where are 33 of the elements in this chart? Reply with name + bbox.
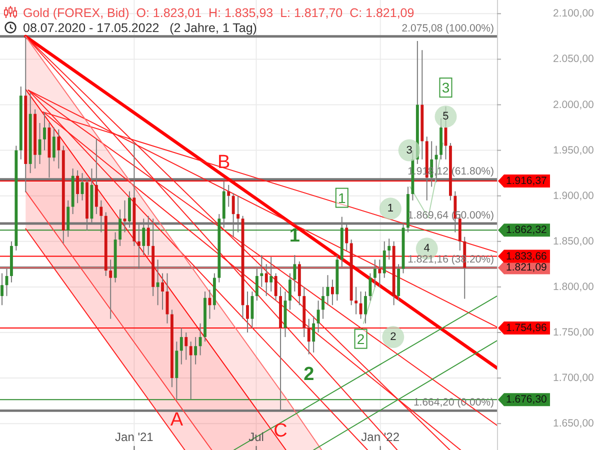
annotation: 1 <box>338 190 346 206</box>
annotation: C <box>274 420 288 442</box>
ref-line-label: 1.754,96 <box>506 322 548 334</box>
y-tick-label: 1.950,00 <box>553 144 594 156</box>
text: 08.07.2020 - 17.05.2022 (2 Jahre, 1 Tag) <box>23 21 257 35</box>
y-tick-label: 2.000,00 <box>553 98 594 111</box>
text: Gold (FOREX, Bid) O: 1.823,01 H: 1.835,93 L: 1.817,70 C: 1.821,09 <box>23 6 414 20</box>
ref-line-label: 1.916,37 <box>506 174 548 187</box>
annotation: 5 <box>442 110 449 123</box>
x-tick-label: Jan '21 <box>115 430 154 444</box>
ref-line-label: 1.833,66 <box>506 250 548 262</box>
annotation: 2 <box>356 330 365 347</box>
y-tick-label: 1.900,00 <box>553 190 594 202</box>
y-tick-label: 1.850,00 <box>553 235 594 248</box>
x-tick-label: Jan '22 <box>361 430 400 444</box>
annotation: 3 <box>442 80 450 96</box>
annotation: B <box>218 152 230 173</box>
ref-line-label: 1.676,30 <box>506 394 548 406</box>
annotation: 2 <box>304 364 314 385</box>
ref-line-label: 1.862,32 <box>506 224 548 236</box>
y-tick-label: 1.700,00 <box>553 372 594 384</box>
annotation: 3 <box>406 144 412 156</box>
y-tick-label: 1.650,00 <box>553 418 594 430</box>
annotation: 2.075,08 (100.00%) <box>402 22 494 34</box>
annotation: A <box>170 409 184 430</box>
ref-line-label: 1.821,09 <box>506 262 548 274</box>
y-tick-label: 1.800,00 <box>553 280 594 293</box>
annotation: 2 <box>390 331 396 344</box>
y-tick-label: 1.750,00 <box>553 326 594 338</box>
y-tick-label: 2.100,00 <box>553 8 594 20</box>
y-tick-label: 2.050,00 <box>553 53 594 66</box>
annotation: 4 <box>424 242 430 255</box>
annotation: 1 <box>387 202 394 215</box>
